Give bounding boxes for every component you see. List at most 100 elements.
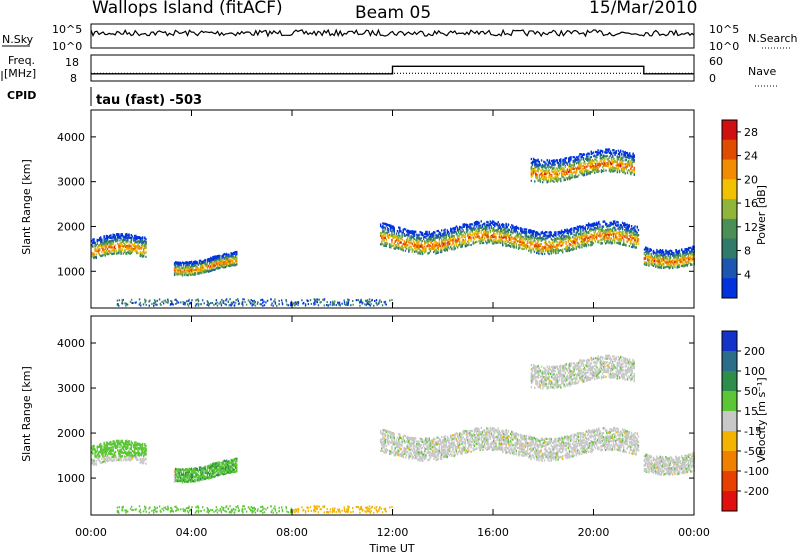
power-cell [675,249,677,252]
power-cell [590,227,592,230]
power-cell [596,168,598,171]
power-cell [144,239,146,243]
power-cell [384,244,386,247]
power-cell [576,241,579,244]
power-cell [653,256,656,260]
power-cell [489,223,492,226]
power-cell [564,161,567,164]
power-cell [529,230,531,233]
power-cell [500,234,503,238]
power-cell [531,230,533,233]
power-cell [618,159,621,162]
power-cell [521,230,523,233]
power-cell [453,228,455,231]
power-cell [214,264,217,267]
power-cell [482,222,485,226]
power-cell [421,234,424,237]
power-cell [530,161,533,165]
power-cell [690,255,692,258]
power-cell [507,234,510,237]
power-cell [618,162,621,165]
power-cell [556,240,558,244]
power-cell [419,238,421,241]
power-cell [382,227,384,230]
power-cell [525,235,528,238]
power-cell [429,247,432,250]
power-cell [144,236,146,239]
power-cell [447,240,450,244]
power-cell [214,256,217,259]
power-cell [450,237,452,240]
power-cell [186,270,188,273]
power-cell [520,233,522,236]
power-cell [621,163,623,166]
power-cell [537,236,539,240]
power-cell [185,265,187,268]
power-cell [679,255,682,258]
power-cell [483,227,486,230]
power-cell [597,151,599,154]
power-cell [522,241,524,244]
power-cell [135,246,137,249]
power-cell [535,159,537,162]
power-cell [545,176,547,179]
power-cell [119,242,121,246]
power-cell [428,235,430,239]
power-cell [213,260,215,263]
power-cell [683,264,685,267]
power-cell [599,155,602,158]
power-cell [590,229,592,233]
power-cell [382,234,384,237]
power-cell [436,250,438,254]
power-cell [205,263,207,266]
power-cell [591,169,594,172]
power-cell [677,253,680,257]
power-cell [112,242,114,246]
power-cell [211,262,213,265]
power-cell [578,160,580,164]
power-cell [223,264,226,268]
power-cell [643,261,646,264]
power-cell [548,159,551,162]
power-cell [535,166,537,169]
power-cell [462,238,464,242]
power-cell [596,153,598,156]
power-cell [554,245,556,248]
power-cell [589,165,591,168]
power-cell [516,231,519,235]
power-cell [583,245,585,248]
power-cell [610,233,612,236]
power-cell [490,239,493,242]
power-cell [477,233,479,236]
power-cell [682,255,684,259]
power-cell [505,225,507,228]
power-cell [558,163,561,166]
power-cell [534,240,537,243]
power-cell [456,229,459,232]
power-cell [584,237,586,241]
power-cell [462,234,464,237]
power-cell [231,252,233,255]
power-cell [394,247,397,250]
power-cell [136,245,138,248]
power-cell [605,148,607,151]
power-cell [204,265,206,268]
power-cell [419,237,421,240]
power-cell [631,165,633,168]
power-cell [650,262,652,265]
power-cell [551,166,553,169]
power-cell [521,235,523,238]
cpid-value: tau (fast) -503 [96,93,202,108]
power-cell [110,240,112,243]
power-cell [534,236,537,239]
power-cell [124,244,127,247]
power-cell [622,159,624,162]
power-cell [537,179,539,182]
power-cell [507,233,510,236]
power-cell [401,246,403,249]
power-cell [511,231,513,234]
power-cell [593,224,596,227]
power-cell [573,233,575,236]
power-cell [599,225,601,229]
power-cell [388,225,391,228]
